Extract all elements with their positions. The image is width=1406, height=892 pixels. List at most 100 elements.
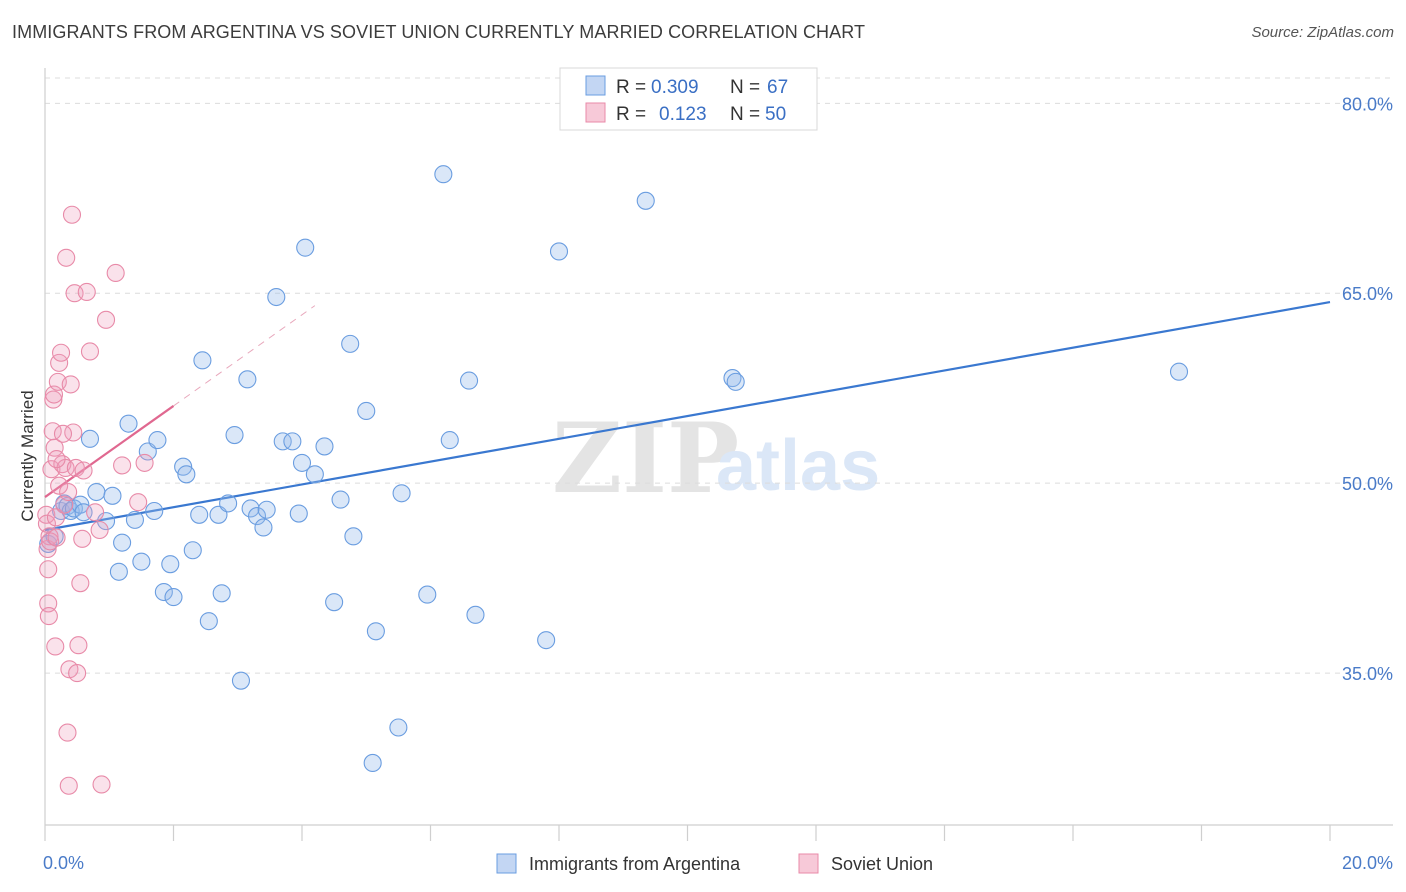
point-soviet (46, 508, 65, 527)
y-tick-label: 80.0% (1342, 94, 1393, 114)
point-argentina (418, 585, 437, 604)
point-soviet (86, 503, 105, 522)
legend-r-value-soviet: 0.123 (659, 104, 707, 125)
point-soviet (59, 776, 78, 795)
point-argentina (1169, 362, 1189, 381)
trend-extension-soviet (173, 305, 316, 407)
point-argentina (549, 242, 569, 261)
point-soviet (62, 205, 82, 224)
point-argentina (199, 612, 218, 631)
point-argentina (726, 372, 745, 391)
point-argentina (537, 631, 556, 650)
bottom-legend-swatch-argentina (496, 853, 517, 874)
point-soviet (77, 282, 96, 302)
point-soviet (53, 424, 73, 443)
point-soviet (46, 637, 65, 656)
legend-swatch-soviet (585, 102, 606, 123)
point-soviet (40, 527, 59, 546)
data-points (37, 165, 1189, 795)
x-tick-label-min: 0.0% (43, 853, 84, 873)
point-argentina (283, 432, 302, 451)
point-argentina (344, 527, 363, 546)
point-argentina (109, 562, 128, 581)
point-argentina (238, 370, 257, 389)
bottom-legend-label-argentina: Immigrants from Argentina (529, 854, 741, 874)
point-soviet (74, 461, 93, 480)
point-argentina (132, 552, 151, 571)
point-argentina (225, 425, 244, 445)
point-soviet (96, 310, 116, 329)
point-soviet (44, 390, 63, 409)
source-label: Source: ZipAtlas.com (1251, 24, 1394, 41)
point-soviet (45, 438, 64, 457)
point-soviet (47, 450, 66, 469)
point-argentina (459, 371, 479, 390)
point-argentina (125, 510, 144, 529)
point-argentina (289, 504, 308, 523)
point-argentina (296, 238, 315, 257)
watermark-atlas: atlas (716, 426, 880, 506)
y-tick-label: 35.0% (1342, 664, 1393, 684)
point-argentina (636, 191, 655, 210)
y-tick-label: 65.0% (1342, 284, 1393, 304)
point-soviet (39, 607, 58, 626)
legend-n-value-argentina: 67 (767, 77, 788, 98)
point-argentina (257, 500, 276, 519)
point-argentina (231, 671, 251, 690)
point-soviet (57, 248, 76, 267)
point-argentina (190, 505, 209, 524)
legend-r-value-argentina: 0.309 (651, 77, 699, 98)
point-argentina (193, 351, 212, 370)
point-argentina (315, 437, 334, 456)
point-argentina (366, 622, 385, 641)
point-argentina (241, 499, 260, 518)
point-argentina (87, 482, 106, 502)
point-argentina (145, 501, 164, 521)
point-argentina (161, 555, 180, 574)
point-argentina (273, 432, 292, 451)
point-soviet (42, 460, 61, 479)
point-soviet (135, 453, 154, 472)
point-soviet (92, 775, 111, 794)
point-argentina (292, 453, 312, 472)
point-soviet (39, 560, 58, 579)
point-argentina (392, 484, 411, 503)
legend-n-value-soviet: 50 (765, 104, 786, 125)
point-soviet (47, 528, 66, 547)
point-argentina (148, 431, 167, 450)
point-argentina (154, 582, 173, 602)
point-soviet (129, 493, 148, 512)
point-soviet (39, 594, 58, 613)
bottom-legend-swatch-soviet (798, 853, 819, 874)
y-axis-label: Currently Married (18, 390, 37, 521)
chart-title: IMMIGRANTS FROM ARGENTINA VS SOVIET UNIO… (12, 22, 866, 42)
point-argentina (212, 584, 231, 603)
point-soviet (73, 529, 92, 548)
point-soviet (52, 343, 71, 362)
point-soviet (69, 636, 88, 655)
legend-swatch-argentina (585, 75, 606, 96)
top-legend: R = 0.309 N = 67 R = 0.123 N = 50 (559, 67, 818, 131)
point-argentina (267, 287, 286, 307)
point-argentina (183, 541, 202, 560)
legend-r-label-argentina: R = (616, 77, 646, 98)
legend-r-label-soviet: R = (616, 104, 646, 125)
watermark-zip: ZIP (552, 402, 739, 515)
y-tick-label: 50.0% (1342, 474, 1393, 494)
point-argentina (103, 486, 122, 505)
point-argentina (177, 465, 196, 484)
x-tick-label-max: 20.0% (1342, 853, 1393, 873)
point-soviet (68, 664, 87, 683)
point-soviet (80, 342, 100, 361)
point-argentina (440, 431, 459, 450)
point-soviet (90, 520, 109, 540)
legend-n-label-argentina: N = (730, 77, 760, 98)
point-argentina (119, 414, 138, 433)
point-argentina (466, 605, 485, 624)
point-soviet (61, 375, 80, 394)
bottom-legend-label-soviet: Soviet Union (831, 854, 933, 874)
point-soviet (59, 482, 78, 502)
bottom-legend: Immigrants from Argentina Soviet Union (496, 853, 933, 874)
point-argentina (434, 165, 453, 184)
